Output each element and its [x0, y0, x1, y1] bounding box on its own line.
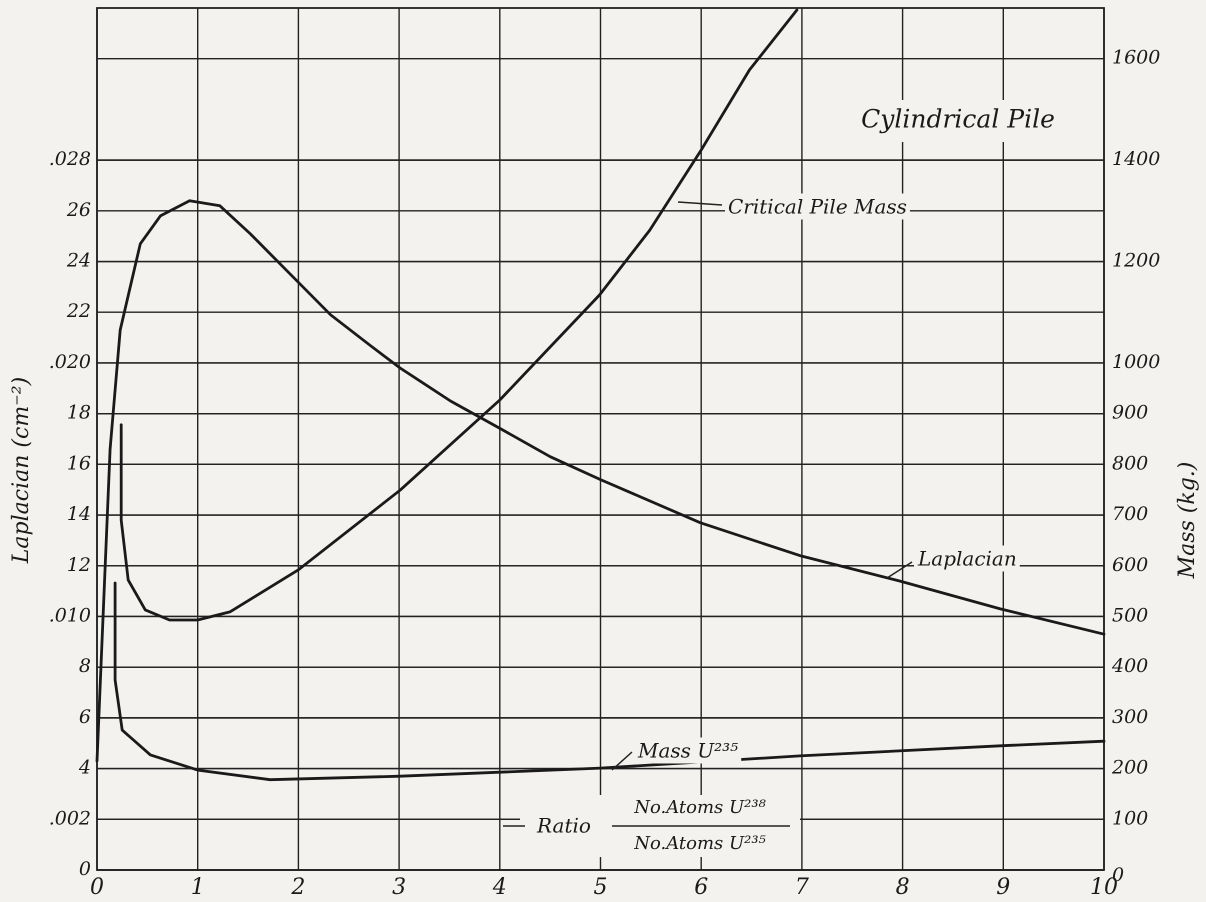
- chart-title: Cylindrical Pile: [861, 105, 1055, 134]
- series-label: Critical Pile Mass: [728, 195, 907, 219]
- y2-tick-label: 700: [1112, 503, 1148, 525]
- series-line: [113, 581, 1106, 782]
- x-axis-label-denominator: No.Atoms U²³⁵: [633, 833, 766, 854]
- series-label: Mass U²³⁵: [637, 739, 738, 763]
- label-leader: [611, 751, 633, 771]
- label-leader: [677, 201, 723, 206]
- x-tick-label: 10: [1090, 875, 1118, 900]
- label-leader: [886, 561, 913, 579]
- x-tick-label: 1: [191, 875, 205, 900]
- title-box: [822, 100, 1094, 142]
- series-label-bg: [634, 737, 742, 764]
- series-label-bg: [725, 193, 910, 220]
- x-tick-label: 3: [392, 875, 406, 900]
- x-tick-label: 6: [694, 875, 708, 900]
- y2-tick-label: 0: [1112, 864, 1124, 886]
- y-tick-label: 16: [67, 452, 91, 474]
- x-tick-label: 2: [290, 875, 305, 900]
- y-axis-label: Laplacian (cm⁻²): [9, 377, 34, 564]
- y2-tick-label: 1600: [1112, 47, 1160, 69]
- x-tick-label: 4: [492, 875, 507, 900]
- series-line: [119, 8, 799, 622]
- y2-tick-label: 400: [1111, 655, 1148, 677]
- y2-tick-label: 1200: [1112, 250, 1160, 272]
- y2-tick-label: 100: [1112, 807, 1148, 829]
- x-axis-label-prefix: Ratio: [536, 814, 591, 838]
- x-tick-label: 8: [896, 875, 910, 900]
- y-tick-label: 22: [66, 300, 91, 322]
- y2-tick-label: 1400: [1112, 148, 1160, 170]
- y-tick-label: 6: [79, 706, 91, 728]
- y-tick-label: 0: [79, 858, 91, 880]
- y-tick-label: .028: [49, 148, 91, 170]
- y-tick-label: .010: [49, 604, 91, 626]
- series-label: Laplacian: [917, 547, 1017, 571]
- y-tick-label: .002: [49, 807, 91, 829]
- y-tick-label: 8: [79, 655, 91, 677]
- y-tick-label: 26: [66, 199, 91, 221]
- series-line: [95, 199, 1106, 763]
- y2-tick-label: 300: [1112, 706, 1148, 728]
- y2-tick-label: 900: [1112, 402, 1148, 424]
- y-tick-label: 24: [66, 250, 91, 272]
- y2-axis-label: Mass (kg.): [1175, 462, 1200, 580]
- y-tick-label: 14: [67, 503, 91, 525]
- x-axis-label-numerator: No.Atoms U²³⁸: [633, 797, 766, 818]
- x-tick-label: 9: [996, 875, 1010, 900]
- y2-tick-label: 800: [1112, 452, 1148, 474]
- y-tick-label: 4: [78, 757, 91, 779]
- y-tick-label: .020: [49, 351, 91, 373]
- x-tick-label: 0: [90, 875, 104, 900]
- x-tick-label: 5: [594, 875, 608, 900]
- y-tick-label: 18: [67, 402, 91, 424]
- series-label-bg: [914, 545, 1020, 572]
- y2-tick-label: 200: [1111, 757, 1148, 779]
- y2-tick-label: 1000: [1112, 351, 1160, 373]
- plot-frame: [96, 7, 1105, 871]
- y-tick-label: 12: [67, 554, 91, 576]
- y2-tick-label: 500: [1112, 604, 1148, 626]
- x-tick-label: 7: [795, 875, 809, 900]
- y2-tick-label: 600: [1112, 554, 1148, 576]
